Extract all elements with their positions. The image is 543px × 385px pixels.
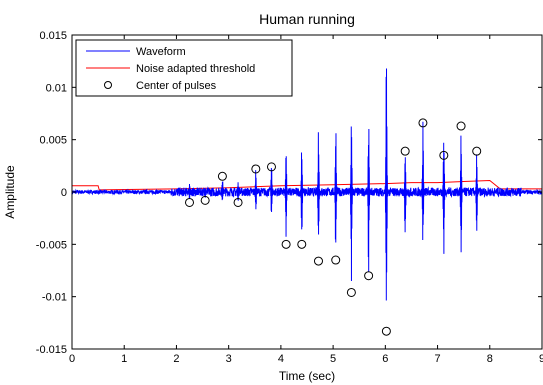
- pulse-markers: [185, 118, 482, 336]
- legend-label-waveform: Waveform: [136, 46, 186, 58]
- x-tick-label: 1: [121, 353, 127, 365]
- pulse-marker: [418, 118, 428, 128]
- pulse-marker: [472, 146, 482, 156]
- legend: Waveform Noise adapted threshold Center …: [75, 39, 293, 97]
- y-axis-label: Amplitude: [3, 165, 17, 219]
- legend-label-threshold: Noise adapted threshold: [136, 63, 255, 75]
- x-tick-label: 0: [69, 353, 75, 365]
- pulse-marker: [297, 239, 307, 249]
- pulse-marker: [217, 171, 227, 181]
- waveform-layer: [71, 68, 543, 301]
- y-tick-label: 0.015: [39, 30, 67, 42]
- x-tick-label: 4: [278, 353, 284, 365]
- pulse-marker: [456, 121, 466, 131]
- pulse-marker: [251, 164, 261, 174]
- pulse-marker: [381, 326, 391, 336]
- pulse-marker: [185, 197, 194, 207]
- x-tick-label: 9: [539, 353, 543, 365]
- legend-label-pulses: Center of pulses: [136, 80, 217, 92]
- x-tick-label: 3: [226, 353, 232, 365]
- x-tick-label: 8: [487, 353, 493, 365]
- pulse-marker: [266, 162, 276, 172]
- waveform-line: [71, 68, 543, 301]
- pulse-marker: [281, 239, 291, 249]
- x-tick-label: 5: [330, 353, 336, 365]
- pulse-marker: [439, 150, 449, 160]
- x-tick-label: 7: [434, 353, 440, 365]
- pulse-marker: [400, 146, 410, 156]
- pulse-marker: [346, 287, 356, 297]
- x-axis-label: Time (sec): [279, 369, 335, 383]
- pulse-marker: [331, 255, 341, 265]
- y-tick-label: 0.005: [39, 135, 67, 147]
- y-tick-label: 0.01: [46, 82, 67, 94]
- legend-swatch-pulses: [104, 81, 112, 89]
- chart-title: Human running: [259, 11, 355, 27]
- x-tick-label: 2: [173, 353, 179, 365]
- x-tick-label: 6: [382, 353, 388, 365]
- axis-ticks: 0 1 2 3 4 5 6 7 8 9 0.015 0.01 0.005 0 -0.005 -0.01 -0.0…: [36, 30, 543, 365]
- y-tick-label: -0.005: [36, 239, 67, 251]
- y-tick-label: -0.01: [42, 292, 67, 304]
- pulse-marker: [364, 271, 374, 281]
- pulse-marker: [200, 195, 210, 205]
- y-tick-label: 0: [61, 187, 67, 199]
- y-tick-label: -0.015: [36, 344, 67, 356]
- pulse-marker: [313, 256, 323, 266]
- pulse-marker: [233, 197, 243, 207]
